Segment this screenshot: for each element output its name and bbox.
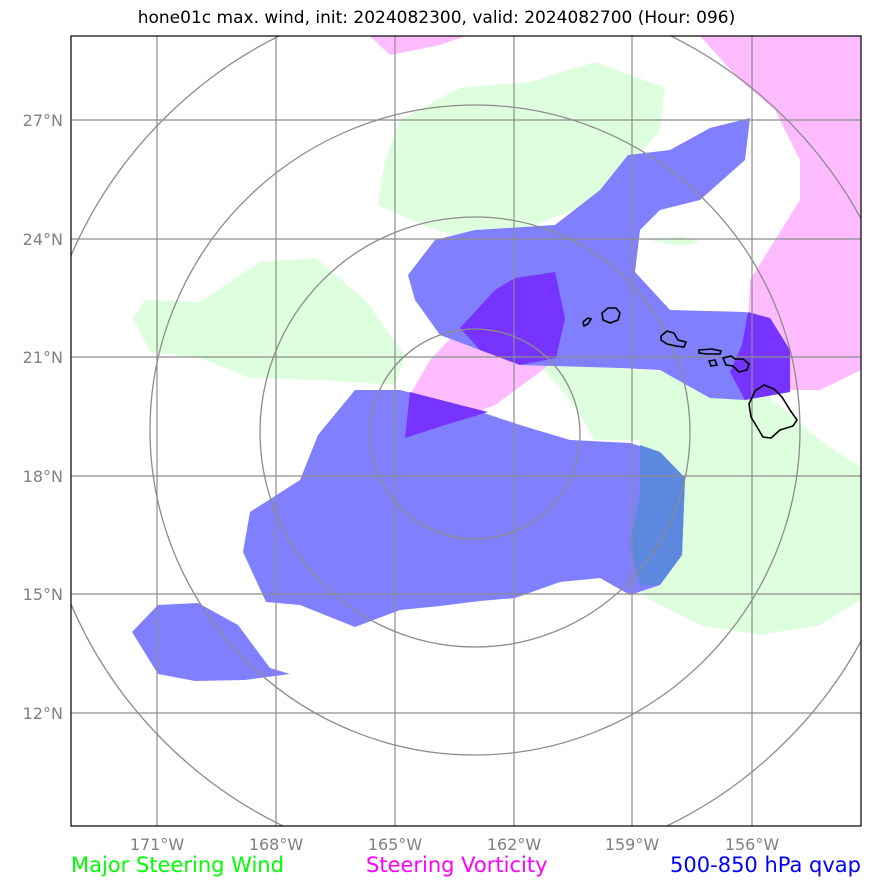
qvap-vorticity-overlap-east xyxy=(730,312,790,400)
island-hawaii xyxy=(748,384,798,439)
vorticity-area-east xyxy=(700,36,861,390)
map-area xyxy=(71,36,861,826)
vorticity-area-top xyxy=(370,36,465,55)
qvap-wind-overlap xyxy=(630,445,685,585)
range-ring-2 xyxy=(259,216,691,648)
legend-steering-wind: Major Steering Wind xyxy=(71,853,284,877)
lon-label-3: 162°W xyxy=(487,835,542,854)
coastlines xyxy=(582,307,798,439)
island-oahu xyxy=(660,330,688,348)
lon-label-5: 156°W xyxy=(725,835,780,854)
plot-title: hone01c max. wind, init: 2024082300, val… xyxy=(137,8,736,28)
overlap-fields xyxy=(405,272,790,585)
lat-label-3: 18°N xyxy=(23,467,63,486)
qvap-vorticity-overlap-south xyxy=(405,392,488,438)
lat-label-0: 27°N xyxy=(23,111,63,130)
lat-label-1: 24°N xyxy=(23,230,63,249)
island-niihau xyxy=(582,317,593,328)
lon-label-1: 168°W xyxy=(249,835,304,854)
legend-steering-vorticity: Steering Vorticity xyxy=(366,853,548,877)
range-ring-3 xyxy=(149,104,801,756)
island-kauai xyxy=(601,307,621,324)
lat-label-4: 15°N xyxy=(23,585,63,604)
longitude-tick-labels: 171°W 168°W 165°W 162°W 159°W 156°W xyxy=(130,835,780,854)
lat-label-5: 12°N xyxy=(23,704,63,723)
island-molokai xyxy=(698,348,723,355)
qvap-fields xyxy=(132,118,790,681)
steering-wind-area-west xyxy=(133,258,405,385)
steering-wind-area-east xyxy=(540,365,861,635)
graticule xyxy=(71,36,861,826)
lon-label-2: 165°W xyxy=(368,835,423,854)
qvap-area-southwest xyxy=(132,603,290,681)
lon-label-4: 159°W xyxy=(605,835,660,854)
lat-label-2: 21°N xyxy=(23,348,63,367)
legend-qvap: 500-850 hPa qvap xyxy=(670,853,861,877)
range-ring-1 xyxy=(369,328,581,540)
qvap-area-south xyxy=(243,390,685,627)
lon-label-0: 171°W xyxy=(130,835,185,854)
qvap-vorticity-overlap-central xyxy=(460,272,565,365)
island-maui xyxy=(721,355,750,373)
map-frame xyxy=(70,35,862,827)
range-rings xyxy=(71,36,861,826)
latitude-tick-labels: 27°N 24°N 21°N 18°N 15°N 12°N xyxy=(23,111,63,723)
island-lanai xyxy=(707,359,719,367)
